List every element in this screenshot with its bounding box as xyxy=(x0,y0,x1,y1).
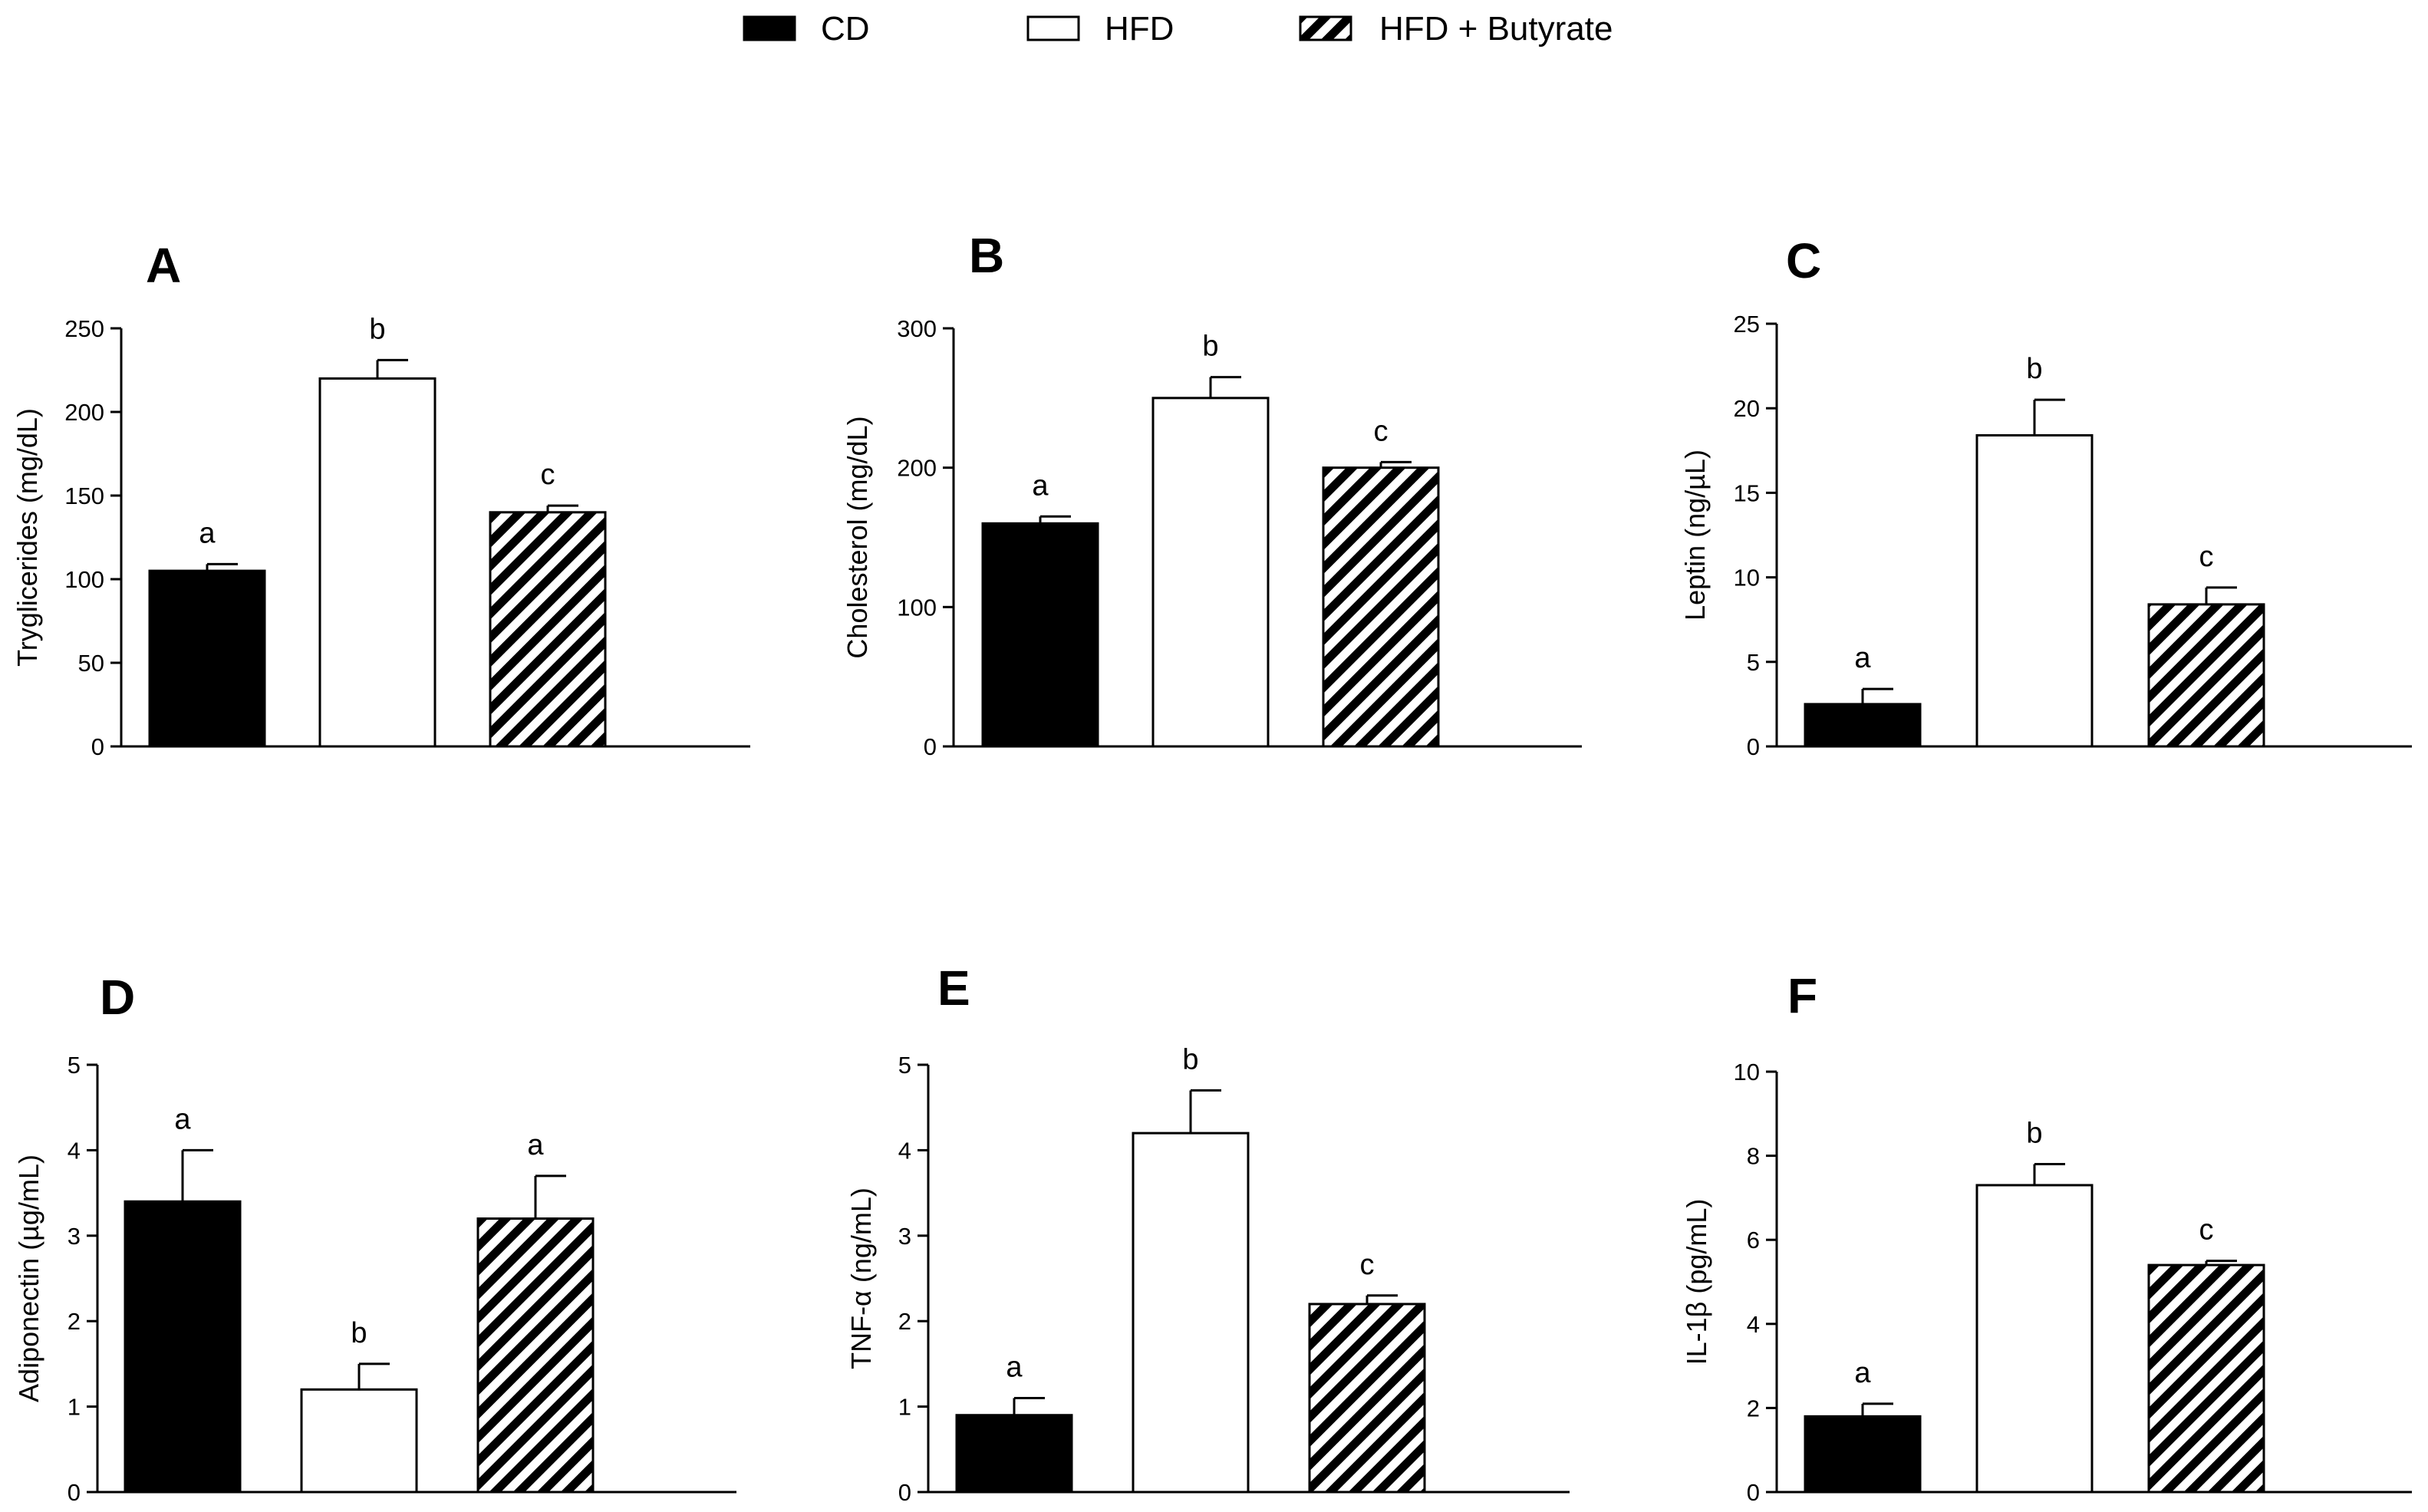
bar-d-3 xyxy=(476,1217,595,1494)
significance-label-f-3: c xyxy=(2199,1214,2214,1247)
y-tick-label: 15 xyxy=(1734,479,1760,506)
bar-c-2 xyxy=(1975,433,2094,748)
panel-e: E 0 1 2 3 4 5 TNF-α (ng/mL) a b c xyxy=(845,960,1570,1506)
bar-b-1 xyxy=(981,522,1099,748)
y-tick-label: 10 xyxy=(1734,565,1760,591)
legend-swatch-cd xyxy=(743,15,796,41)
y-tick-label: 0 xyxy=(91,733,104,760)
y-tick-label: 4 xyxy=(68,1137,81,1164)
y-axis-label: TNF-α (ng/mL) xyxy=(845,1188,877,1369)
panel-letter-e: E xyxy=(937,960,970,1016)
significance-label-e-1: a xyxy=(1006,1351,1023,1383)
bar-b-3 xyxy=(1322,466,1440,748)
legend-item-hfd: HFD xyxy=(1026,10,1174,48)
y-tick-label: 0 xyxy=(68,1479,81,1506)
y-tick-label: 2 xyxy=(898,1308,911,1335)
bar-a-1 xyxy=(148,569,266,748)
significance-label-d-2: b xyxy=(351,1317,367,1349)
panel-letter-c: C xyxy=(1786,233,1821,288)
bar-e-1 xyxy=(955,1414,1073,1494)
legend-swatch-hfd xyxy=(1026,15,1080,41)
panel-f: F 0 2 4 6 8 10 IL-1β (pg/mL) a b c xyxy=(1681,968,2412,1506)
bar-c-1 xyxy=(1804,703,1922,748)
y-tick-label: 250 xyxy=(64,315,104,342)
y-tick-label: 4 xyxy=(1747,1311,1760,1338)
y-axis-label: Adiponectin (µg/mL) xyxy=(13,1155,44,1402)
significance-label-e-2: b xyxy=(1182,1043,1198,1076)
significance-label-a-3: c xyxy=(541,459,555,491)
legend-swatch-hfd-butyrate xyxy=(1299,15,1352,41)
significance-label-b-1: a xyxy=(1032,469,1049,502)
y-tick-label: 5 xyxy=(898,1052,911,1079)
bar-a-2 xyxy=(318,377,437,748)
y-tick-label: 3 xyxy=(68,1223,81,1250)
y-tick-label: 25 xyxy=(1734,311,1760,338)
y-tick-label: 200 xyxy=(897,455,937,482)
significance-label-b-3: c xyxy=(1374,415,1389,447)
bar-e-3 xyxy=(1308,1303,1426,1494)
y-tick-label: 20 xyxy=(1734,395,1760,422)
y-tick-label: 0 xyxy=(1747,733,1760,760)
y-tick-label: 10 xyxy=(1734,1059,1760,1085)
y-tick-label: 0 xyxy=(1747,1479,1760,1506)
significance-label-c-1: a xyxy=(1854,642,1871,674)
legend: CD HFD HFD + Butyrate xyxy=(743,10,1613,48)
panel-b: B 0 100 200 300 Cholesterol (mg/dL) a b c xyxy=(842,228,1582,760)
bar-f-2 xyxy=(1975,1184,2094,1494)
panel-a: A 0 50 100 150 200 250 Tryglicerides (mg/dL) a b c xyxy=(12,238,750,760)
y-tick-label: 2 xyxy=(1747,1395,1760,1421)
y-tick-label: 0 xyxy=(898,1479,911,1506)
y-tick-label: 150 xyxy=(64,483,104,509)
bar-d-2 xyxy=(300,1388,418,1494)
panel-letter-a: A xyxy=(146,238,181,293)
bar-a-3 xyxy=(489,511,607,748)
panel-letter-d: D xyxy=(100,970,135,1025)
legend-item-hfd-butyrate: HFD + Butyrate xyxy=(1299,10,1613,48)
significance-label-b-2: b xyxy=(1202,331,1218,363)
significance-label-f-1: a xyxy=(1854,1357,1871,1389)
bar-d-1 xyxy=(124,1200,242,1494)
significance-label-d-3: a xyxy=(527,1129,544,1161)
y-axis-label: Tryglicerides (mg/dL) xyxy=(12,408,43,667)
legend-item-cd: CD xyxy=(743,10,870,48)
y-tick-label: 6 xyxy=(1747,1227,1760,1253)
y-axis-label: Leptin (ng/µL) xyxy=(1679,450,1711,621)
significance-label-a-2: b xyxy=(369,313,385,345)
bar-c-3 xyxy=(2147,603,2265,748)
legend-label-hfd-butyrate: HFD + Butyrate xyxy=(1379,10,1613,48)
y-tick-label: 0 xyxy=(924,733,937,760)
y-tick-label: 5 xyxy=(1747,649,1760,676)
y-tick-label: 5 xyxy=(68,1052,81,1079)
y-tick-label: 1 xyxy=(898,1394,911,1421)
significance-label-c-2: b xyxy=(2026,353,2042,385)
legend-label-cd: CD xyxy=(821,10,870,48)
y-axis-label: Cholesterol (mg/dL) xyxy=(842,416,873,658)
bar-f-1 xyxy=(1804,1415,1922,1494)
y-tick-label: 100 xyxy=(64,566,104,593)
y-tick-label: 3 xyxy=(898,1223,911,1250)
y-tick-label: 100 xyxy=(897,594,937,621)
y-tick-label: 4 xyxy=(898,1137,911,1164)
y-tick-label: 1 xyxy=(68,1394,81,1421)
legend-label-hfd: HFD xyxy=(1105,10,1174,48)
significance-label-c-3: c xyxy=(2199,541,2214,573)
y-tick-label: 200 xyxy=(64,399,104,426)
panel-letter-f: F xyxy=(1787,968,1817,1023)
y-tick-label: 2 xyxy=(68,1308,81,1335)
significance-label-a-1: a xyxy=(199,517,216,549)
y-tick-label: 300 xyxy=(897,315,937,342)
bar-f-3 xyxy=(2147,1263,2265,1494)
bar-e-2 xyxy=(1132,1132,1250,1494)
significance-label-f-2: b xyxy=(2026,1118,2042,1150)
y-tick-label: 50 xyxy=(78,650,104,677)
significance-label-e-3: c xyxy=(1360,1249,1375,1281)
bar-b-2 xyxy=(1151,397,1270,748)
significance-label-d-1: a xyxy=(174,1103,191,1135)
y-tick-label: 8 xyxy=(1747,1143,1760,1170)
panel-letter-b: B xyxy=(969,228,1004,283)
panel-d: D 0 1 2 3 4 5 Adiponectin (µg/mL) a b a xyxy=(13,970,736,1506)
y-axis-label: IL-1β (pg/mL) xyxy=(1681,1199,1712,1365)
panel-c: C 0 5 10 15 20 25 Leptin (ng/µL) a b c xyxy=(1679,233,2412,760)
